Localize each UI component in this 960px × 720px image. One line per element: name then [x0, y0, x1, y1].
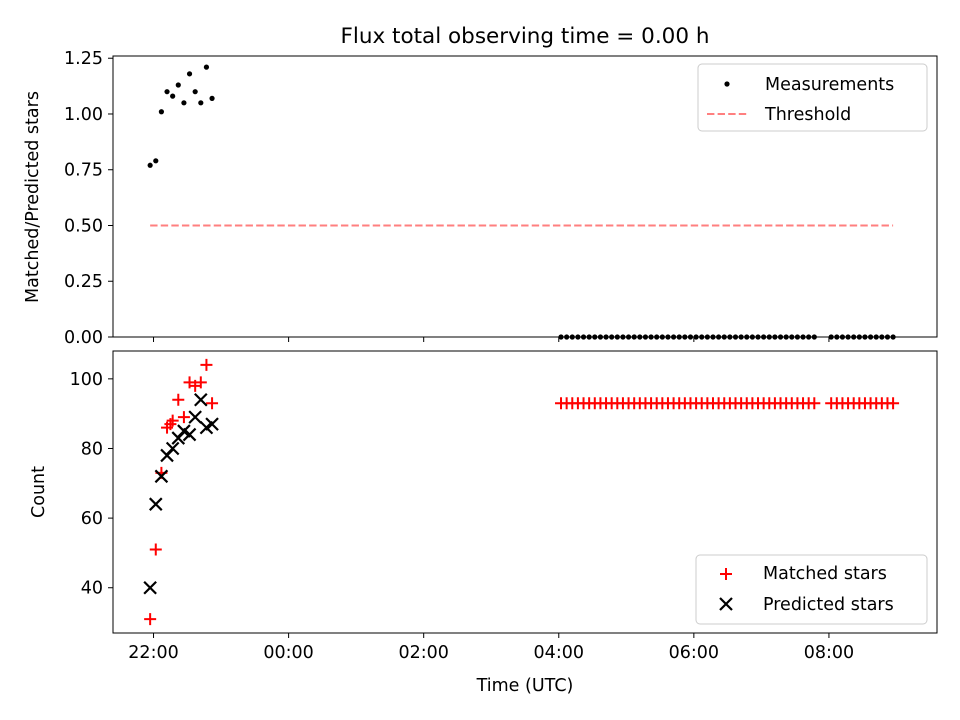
bottom-data-marks: [143, 358, 900, 626]
matched-star-point: [144, 613, 157, 626]
bottom-x-tick-label: 22:00: [128, 643, 178, 663]
predicted-star-point: [205, 417, 219, 431]
x-axis-label: Time (UTC): [476, 676, 574, 696]
top-y-axis-label: Matched/Predicted stars: [23, 91, 43, 303]
bottom-axes: 22:00 00:00 02:00 04:00 06:00 08:00 40 60 80 100: [70, 350, 938, 663]
top-panel: 0.00 0.25 0.50 0.75 1.00 1.25 Matched/Predict…: [23, 49, 938, 348]
predicted-star-point: [143, 580, 157, 595]
top-y-tick-label: 0.50: [64, 216, 103, 236]
bottom-legend: Matched stars Predicted stars: [695, 554, 928, 625]
top-y-tick-label: 1.25: [64, 49, 103, 69]
measurement-point: [192, 89, 198, 95]
bottom-x-tick-label: 02:00: [398, 643, 448, 663]
measurement-point: [164, 89, 170, 95]
measurement-point: [175, 82, 181, 88]
matched-star-point: [149, 543, 162, 556]
bottom-y-tick-label: 100: [70, 370, 103, 390]
top-legend: Measurements Threshold: [697, 63, 928, 132]
matched-star-point: [206, 397, 219, 410]
bottom-y-tick-label: 80: [81, 439, 103, 459]
measurement-point: [158, 109, 165, 115]
top-y-tick-label: 0.25: [64, 272, 103, 292]
top-legend-box: [697, 63, 928, 132]
measurement-point: [209, 95, 215, 101]
legend-matched-marker: [720, 568, 732, 580]
predicted-star-point: [182, 427, 197, 442]
bottom-x-tick-label: 00:00: [263, 643, 313, 663]
matched-star-point: [194, 376, 207, 389]
measurement-point: [181, 100, 187, 106]
measurement-point: [153, 158, 159, 164]
bottom-y-tick-label: 60: [81, 509, 103, 529]
bottom-x-tick-label: 08:00: [804, 643, 854, 663]
bottom-plot-frame: [112, 350, 938, 634]
top-y-tick-label: 1.00: [64, 105, 103, 125]
bottom-y-tick-label: 40: [81, 579, 103, 599]
predicted-star-point: [148, 497, 163, 511]
legend-measurements-label: Measurements: [765, 75, 894, 95]
bottom-panel: 22:00 00:00 02:00 04:00 06:00 08:00406080100 …: [29, 350, 938, 663]
matched-star-point: [808, 397, 821, 410]
measurement-point: [170, 93, 176, 99]
top-y-tick-label: 0.75: [64, 161, 103, 181]
predicted-star-point: [165, 441, 180, 456]
top-y-tick-label: 0.00: [64, 328, 103, 348]
predicted-star-point: [194, 392, 208, 407]
matched-star-point: [177, 411, 190, 424]
predicted-star-point: [188, 410, 202, 424]
bottom-x-tick-label: 04:00: [534, 643, 584, 663]
matched-star-point: [200, 358, 213, 371]
top-plot-frame: [112, 55, 938, 338]
matched-star-point: [172, 393, 185, 406]
figure-title: Flux total observing time = 0.00 h: [341, 24, 710, 49]
legend-predicted-label: Predicted stars: [763, 595, 894, 615]
bottom-x-tick-label: 06:00: [669, 643, 719, 663]
measurement-point: [186, 71, 193, 77]
legend-predicted-marker: [719, 597, 733, 611]
legend-threshold-label: Threshold: [764, 105, 851, 125]
predicted-star-point: [154, 469, 169, 484]
bottom-legend-box: [695, 554, 928, 625]
measurement-point: [147, 162, 153, 168]
measurement-point: [198, 100, 204, 106]
legend-measurements-marker: [724, 81, 730, 87]
legend-matched-label: Matched stars: [763, 564, 887, 584]
matched-star-point: [166, 414, 179, 427]
top-axes: 0.00 0.25 0.50 0.75 1.00 1.25: [64, 49, 938, 348]
bottom-y-axis-label: Count: [29, 466, 49, 518]
measurement-point: [203, 64, 210, 70]
matched-star-point: [887, 397, 900, 410]
